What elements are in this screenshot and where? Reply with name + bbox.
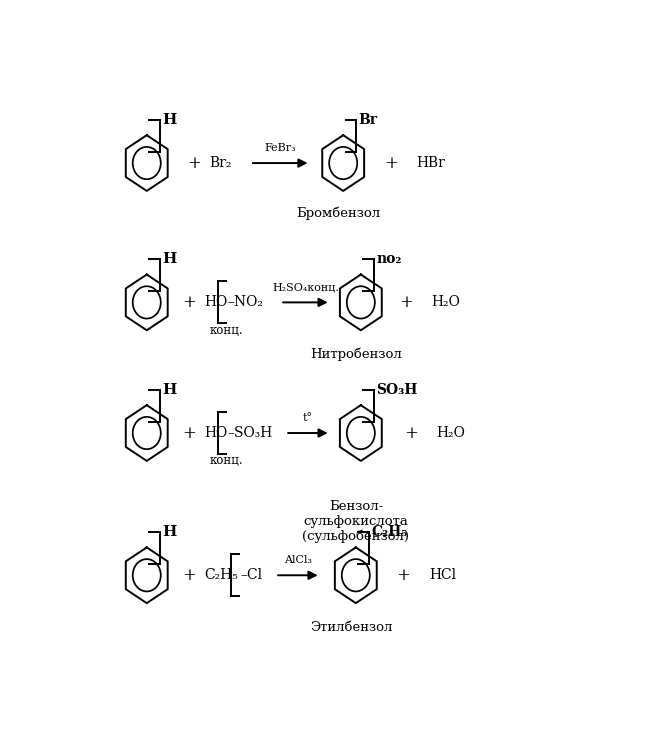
Text: +: + xyxy=(396,567,411,584)
Text: –NO₂: –NO₂ xyxy=(227,296,263,309)
Text: H: H xyxy=(162,525,176,539)
Text: +: + xyxy=(399,294,413,311)
Text: Нитробензол: Нитробензол xyxy=(310,348,402,361)
Text: FeBr₃: FeBr₃ xyxy=(265,143,296,153)
Text: Br: Br xyxy=(358,113,378,127)
Text: Этилбензол: Этилбензол xyxy=(310,621,392,633)
Text: H₂O: H₂O xyxy=(436,426,465,440)
Text: +: + xyxy=(404,425,418,442)
Text: H: H xyxy=(162,383,176,397)
Text: Бромбензол: Бромбензол xyxy=(296,207,380,220)
Text: SO₃H: SO₃H xyxy=(376,383,417,397)
Text: –SO₃H: –SO₃H xyxy=(227,426,272,440)
Text: +: + xyxy=(183,425,196,442)
Text: +: + xyxy=(188,155,202,172)
Text: HO: HO xyxy=(205,426,228,440)
Text: Бензол-
сульфокислота
(сульфобензол): Бензол- сульфокислота (сульфобензол) xyxy=(302,500,410,544)
Text: H₂SO₄конц.: H₂SO₄конц. xyxy=(272,283,339,293)
Text: конц.: конц. xyxy=(210,455,243,467)
Text: –Cl: –Cl xyxy=(240,569,263,582)
Text: C₂H₅: C₂H₅ xyxy=(205,569,239,582)
Text: HBr: HBr xyxy=(416,156,445,170)
Text: конц.: конц. xyxy=(210,323,243,337)
Text: +: + xyxy=(183,294,196,311)
Text: +: + xyxy=(183,567,196,584)
Text: HO: HO xyxy=(205,296,228,309)
Text: H: H xyxy=(162,113,176,127)
Text: H: H xyxy=(162,252,176,266)
Text: AlCl₃: AlCl₃ xyxy=(284,556,312,566)
Text: no₂: no₂ xyxy=(376,252,402,266)
Text: HCl: HCl xyxy=(429,569,456,582)
Text: C₂H₅: C₂H₅ xyxy=(371,525,408,539)
Text: H₂O: H₂O xyxy=(432,296,460,309)
Text: t°: t° xyxy=(303,413,313,423)
Text: +: + xyxy=(384,155,398,172)
Text: Br₂: Br₂ xyxy=(210,156,232,170)
